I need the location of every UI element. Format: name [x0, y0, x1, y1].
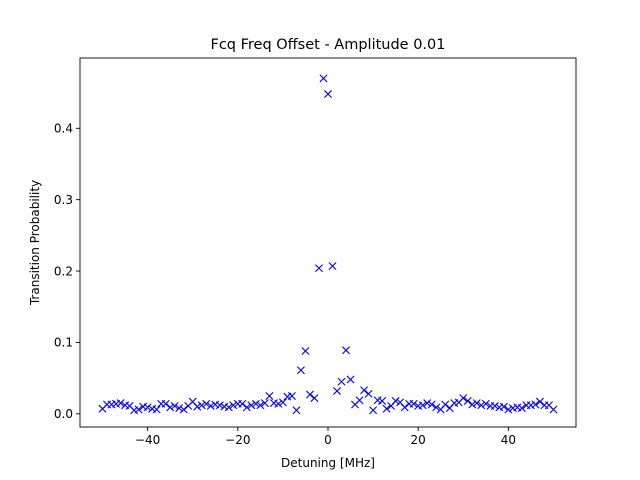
y-axis-label: Transition Probability: [28, 180, 42, 306]
x-tick-label: −20: [225, 433, 250, 447]
data-point-marker: [251, 399, 260, 408]
data-point-marker: [472, 399, 481, 408]
x-tick-label: 20: [411, 433, 426, 447]
y-axis-ticks: 0.0 0.1 0.2 0.3 0.4: [54, 122, 80, 421]
data-point-marker: [229, 401, 238, 410]
data-point-marker: [260, 399, 269, 408]
data-point-marker: [179, 405, 188, 414]
y-tick-label: 0.4: [54, 122, 73, 136]
y-tick-label: 0.3: [54, 193, 73, 207]
data-point-marker: [328, 262, 337, 271]
plot-markers: [98, 74, 558, 415]
data-point-marker: [274, 399, 283, 408]
data-point-marker: [152, 405, 161, 414]
x-axis-label: Detuning [MHz]: [281, 456, 375, 470]
data-point-marker: [161, 399, 170, 408]
y-tick-label: 0.2: [54, 264, 73, 278]
data-point-marker: [301, 346, 310, 355]
data-point-marker: [490, 401, 499, 410]
data-point-marker: [242, 403, 251, 412]
data-point-marker: [215, 401, 224, 410]
data-point-marker: [427, 400, 436, 409]
y-tick-label: 0.1: [54, 336, 73, 350]
data-point-marker: [278, 398, 287, 407]
data-point-marker: [355, 396, 364, 405]
x-axis-ticks: −40 −20 0 20 40: [135, 427, 516, 447]
x-tick-label: 0: [324, 433, 332, 447]
data-point-marker: [409, 399, 418, 408]
chart-title: Fcq Freq Offset - Amplitude 0.01: [210, 37, 445, 53]
data-point-marker: [441, 400, 450, 409]
data-point-marker: [504, 405, 513, 414]
data-point-marker: [314, 264, 323, 273]
data-point-marker: [256, 401, 265, 410]
y-tick-label: 0.0: [54, 407, 73, 421]
data-point-marker: [481, 399, 490, 408]
data-point-marker: [418, 401, 427, 410]
data-point-marker: [143, 403, 152, 412]
data-point-marker: [342, 346, 351, 355]
x-tick-label: −40: [135, 433, 160, 447]
data-point-marker: [206, 401, 215, 410]
data-point-marker: [346, 375, 355, 384]
data-point-marker: [166, 403, 175, 412]
data-point-marker: [517, 404, 526, 413]
data-point-marker: [292, 406, 301, 415]
data-point-marker: [364, 389, 373, 398]
plot-frame: [79, 57, 577, 428]
data-point-marker: [531, 400, 540, 409]
data-point-marker: [378, 396, 387, 405]
data-point-marker: [499, 402, 508, 411]
data-point-marker: [247, 401, 256, 410]
data-point-marker: [549, 405, 558, 414]
data-point-marker: [477, 401, 486, 410]
data-point-marker: [459, 394, 468, 403]
data-point-marker: [224, 403, 233, 412]
data-point-marker: [463, 396, 472, 405]
data-point-marker: [305, 390, 314, 399]
data-point-marker: [468, 400, 477, 409]
data-point-marker: [432, 403, 441, 412]
data-point-marker: [202, 399, 211, 408]
data-point-marker: [535, 397, 544, 406]
x-tick-label: 40: [501, 433, 516, 447]
data-point-marker: [197, 401, 206, 410]
data-point-marker: [287, 391, 296, 400]
data-point-marker: [116, 399, 125, 408]
data-point-marker: [400, 403, 409, 412]
data-point-marker: [170, 401, 179, 410]
data-point-marker: [319, 74, 328, 83]
data-point-marker: [310, 394, 319, 403]
data-point-marker: [265, 391, 274, 400]
data-point-marker: [369, 406, 378, 415]
data-point-marker: [324, 90, 332, 99]
data-point-marker: [193, 402, 202, 411]
data-point-marker: [337, 377, 346, 386]
data-point-marker: [382, 404, 391, 413]
data-point-marker: [333, 386, 342, 395]
data-point-marker: [238, 399, 247, 408]
data-point-marker: [360, 386, 369, 395]
data-point-marker: [175, 404, 184, 413]
data-point-marker: [423, 399, 432, 408]
data-point-marker: [296, 366, 305, 375]
data-point-marker: [391, 396, 400, 405]
data-point-marker: [134, 405, 143, 414]
